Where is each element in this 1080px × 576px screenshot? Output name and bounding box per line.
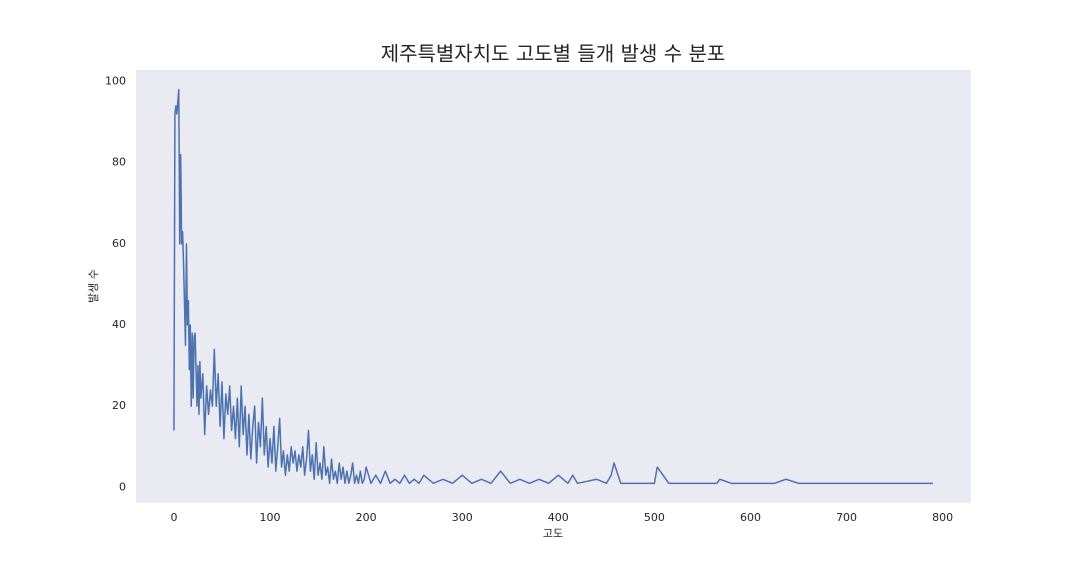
x-tick-label: 600 bbox=[740, 511, 761, 524]
y-tick-label: 0 bbox=[119, 480, 126, 493]
y-tick-label: 40 bbox=[112, 318, 126, 331]
y-tick-label: 80 bbox=[112, 156, 126, 169]
y-axis-label: 발생 수 bbox=[87, 269, 100, 303]
y-tick-label: 60 bbox=[112, 237, 126, 250]
x-tick-label: 200 bbox=[356, 511, 377, 524]
x-tick-label: 800 bbox=[932, 511, 953, 524]
plot-area bbox=[136, 70, 971, 503]
x-tick-label: 700 bbox=[836, 511, 857, 524]
x-tick-label: 400 bbox=[548, 511, 569, 524]
x-axis-label: 고도 bbox=[543, 527, 563, 540]
x-tick-label: 100 bbox=[260, 511, 281, 524]
chart-title: 제주특별자치도 고도별 들개 발생 수 분포 bbox=[381, 42, 726, 66]
data-line bbox=[173, 88, 934, 485]
x-tick-label: 0 bbox=[170, 511, 177, 524]
y-tick-label: 100 bbox=[105, 75, 126, 88]
x-tick-label: 300 bbox=[452, 511, 473, 524]
x-tick-label: 500 bbox=[644, 511, 665, 524]
y-tick-label: 20 bbox=[112, 399, 126, 412]
